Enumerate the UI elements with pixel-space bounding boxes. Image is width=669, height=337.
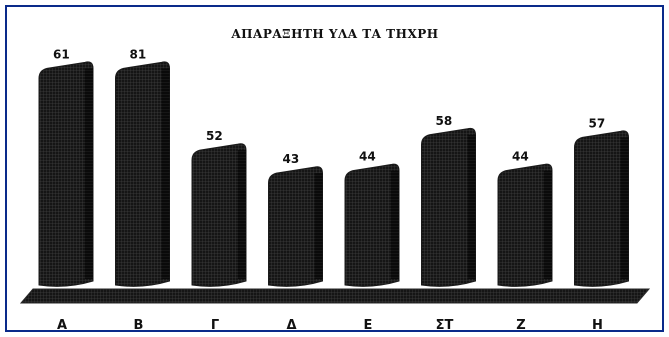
value-label-8: 57	[589, 116, 606, 130]
value-label-2: 81	[130, 47, 147, 61]
bar-3	[191, 143, 247, 287]
category-label-6: ΣΤ	[436, 318, 454, 330]
value-label-6: 58	[436, 114, 453, 128]
bar-face-5	[344, 163, 400, 287]
bar-side-2	[161, 68, 170, 279]
bar-5	[344, 163, 400, 287]
bar-2	[115, 61, 170, 287]
bar-face-7	[497, 163, 553, 287]
category-label-7: Ζ	[516, 318, 525, 330]
chart-title: ΑΠΑΡΑΞΗΤΗ ΥΛΑ ΤΑ ΤΗΧΡΗ	[230, 27, 438, 41]
value-label-4: 43	[283, 152, 300, 166]
category-label-3: Γ	[211, 318, 219, 330]
bar-8	[574, 130, 629, 287]
bar-face-6	[421, 127, 476, 287]
category-label-2: Β	[134, 318, 144, 330]
bar-side-5	[391, 170, 399, 279]
bar-side-7	[544, 170, 552, 279]
bar-face-3	[191, 143, 247, 287]
value-label-1: 61	[53, 47, 70, 61]
category-label-4: Δ	[286, 318, 296, 330]
value-label-5: 44	[359, 150, 376, 164]
bar-4	[268, 166, 323, 287]
chart-floor	[19, 288, 651, 304]
bar-6	[421, 127, 476, 287]
bar-1	[38, 61, 94, 287]
bar-side-6	[467, 134, 476, 279]
bar-face-4	[268, 166, 323, 287]
value-label-3: 52	[206, 129, 223, 143]
category-label-1: Α	[57, 318, 67, 330]
chart-frame: ΑΠΑΡΑΞΗΤΗ ΥΛΑ ΤΑ ΤΗΧΡΗ 61 81 52 43 44 58 44 57 …	[5, 5, 664, 332]
value-label-7: 44	[512, 150, 529, 164]
bar-side-1	[85, 68, 93, 279]
bar-7	[497, 163, 553, 287]
bar-side-8	[620, 137, 629, 279]
bar-side-4	[314, 173, 323, 279]
bar-side-3	[238, 150, 246, 279]
bar-face-1	[38, 61, 94, 287]
bar-face-8	[574, 130, 629, 287]
category-label-8: Η	[592, 318, 603, 330]
category-label-5: Ε	[364, 318, 373, 330]
bar-face-2	[115, 61, 170, 287]
